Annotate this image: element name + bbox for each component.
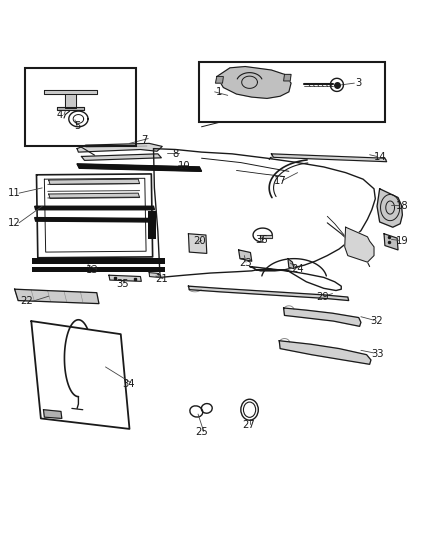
Polygon shape: [109, 275, 141, 281]
Text: 23: 23: [239, 258, 251, 268]
Text: 1: 1: [216, 87, 222, 97]
Text: 12: 12: [7, 218, 20, 228]
Text: 4: 4: [57, 110, 63, 119]
Text: 18: 18: [396, 201, 409, 211]
Text: 10: 10: [178, 161, 191, 171]
Polygon shape: [284, 75, 291, 81]
Polygon shape: [188, 286, 349, 301]
Polygon shape: [261, 235, 272, 238]
Text: 3: 3: [356, 78, 362, 88]
Text: 20: 20: [193, 236, 206, 246]
Polygon shape: [215, 77, 223, 83]
Polygon shape: [188, 234, 207, 253]
Polygon shape: [288, 259, 294, 269]
Polygon shape: [77, 143, 162, 152]
Polygon shape: [149, 272, 159, 277]
Polygon shape: [65, 94, 76, 108]
Polygon shape: [35, 206, 154, 210]
Text: 13: 13: [86, 265, 99, 275]
Polygon shape: [14, 289, 99, 304]
Polygon shape: [44, 90, 97, 94]
Bar: [25, 68, 136, 147]
Bar: [32, 258, 165, 264]
Polygon shape: [77, 164, 201, 171]
Polygon shape: [49, 179, 140, 184]
Polygon shape: [384, 234, 398, 250]
Text: 7: 7: [141, 135, 148, 145]
Text: 29: 29: [317, 292, 329, 302]
Bar: [199, 62, 385, 123]
Polygon shape: [377, 189, 403, 227]
Polygon shape: [279, 341, 371, 364]
Polygon shape: [81, 154, 161, 160]
Bar: [32, 266, 165, 272]
Text: 25: 25: [195, 427, 208, 438]
Text: 24: 24: [291, 264, 304, 273]
Text: 19: 19: [396, 236, 409, 246]
Polygon shape: [43, 410, 62, 418]
Polygon shape: [57, 107, 84, 110]
Bar: [148, 211, 156, 239]
Text: 35: 35: [117, 279, 129, 289]
Text: 11: 11: [7, 188, 20, 198]
Text: 5: 5: [74, 121, 80, 131]
Text: 34: 34: [122, 378, 134, 389]
Text: 22: 22: [21, 296, 33, 306]
Text: 17: 17: [274, 176, 286, 187]
Polygon shape: [345, 227, 374, 262]
Text: 32: 32: [371, 316, 383, 326]
Polygon shape: [239, 250, 252, 261]
Text: 14: 14: [374, 152, 387, 163]
Text: 36: 36: [255, 235, 268, 245]
Polygon shape: [35, 217, 154, 222]
Text: 33: 33: [371, 349, 383, 359]
Polygon shape: [49, 193, 140, 198]
Polygon shape: [217, 67, 291, 99]
Text: 27: 27: [242, 419, 255, 430]
Polygon shape: [284, 308, 361, 326]
Text: 8: 8: [172, 149, 178, 159]
Text: 21: 21: [155, 274, 168, 284]
Polygon shape: [272, 154, 387, 161]
